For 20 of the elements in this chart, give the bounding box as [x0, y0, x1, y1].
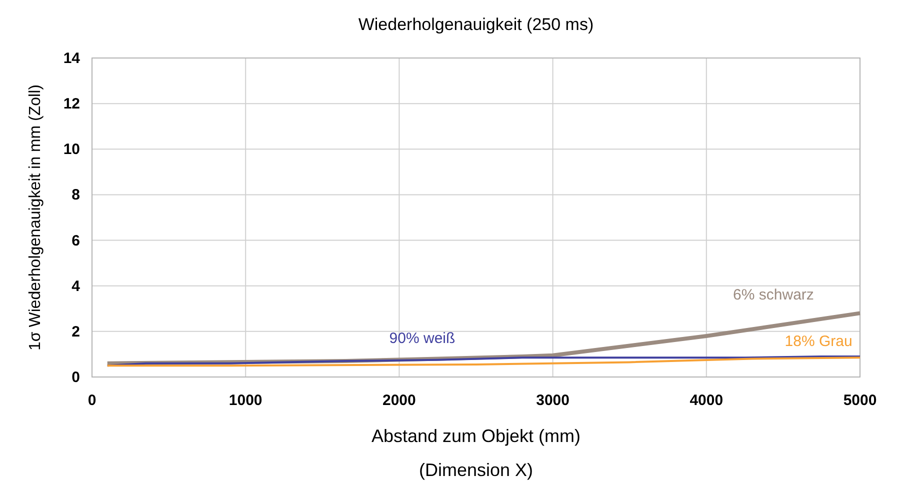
x-tick-label: 4000 — [690, 392, 724, 409]
y-tick-label: 0 — [72, 369, 80, 386]
x-tick-label: 3000 — [536, 392, 570, 409]
y-tick-label: 4 — [72, 278, 81, 295]
x-tick-label: 0 — [88, 392, 96, 409]
y-tick-label: 6 — [72, 232, 80, 250]
y-tick-label: 8 — [72, 186, 80, 204]
y-tick-label: 12 — [63, 96, 80, 113]
y-tick-label: 14 — [63, 50, 81, 67]
x-tick-label: 5000 — [843, 392, 877, 409]
series-label: 6% schwarz — [733, 286, 814, 304]
series-label: 18% Grau — [784, 333, 852, 350]
y-tick-label: 10 — [63, 141, 80, 158]
y-tick-label: 2 — [72, 323, 80, 340]
y-axis-title: 1σ Wiederholgenauigkeit in mm (Zoll) — [27, 84, 44, 350]
x-axis-title: Abstand zum Objekt (mm) (Dimension X) — [371, 426, 581, 480]
series-label: 90% weiß — [389, 330, 456, 347]
x-tick-label: 1000 — [228, 392, 262, 409]
chart-title: Wiederholgenauigkeit (250 ms) — [358, 15, 594, 34]
x-tick-label: 2000 — [382, 392, 416, 409]
